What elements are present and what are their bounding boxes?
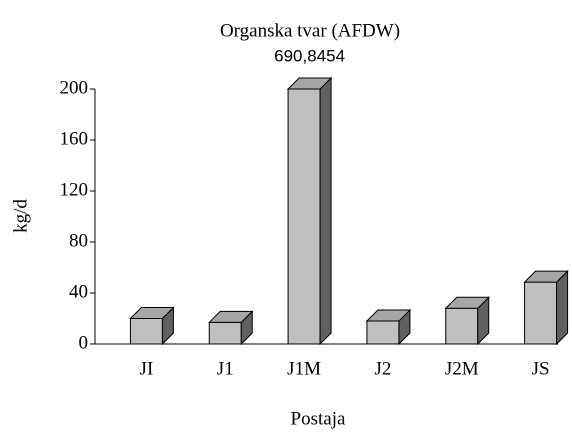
y-tick-label: 160 — [60, 128, 89, 149]
bar — [523, 269, 569, 346]
bar-top — [286, 77, 333, 90]
bar-front — [208, 321, 242, 345]
x-tick-label: JS — [532, 358, 550, 379]
y-tick-label: 120 — [60, 179, 89, 200]
bar — [208, 310, 254, 346]
bar-front — [445, 307, 479, 345]
bar-top — [365, 309, 412, 322]
x-tick-label: J2M — [445, 358, 479, 379]
bar — [365, 308, 412, 346]
bar-side — [556, 269, 569, 346]
bar-front — [524, 281, 558, 345]
bar — [286, 76, 333, 346]
y-tick-label: 0 — [79, 332, 89, 353]
x-axis-label: Postaja — [291, 408, 346, 429]
x-tick-label: JI — [140, 358, 154, 379]
bar-top — [129, 307, 175, 319]
y-tick-label: 40 — [69, 281, 88, 302]
bar-top — [523, 270, 569, 283]
y-axis-label: kg/d — [10, 199, 31, 233]
data-label: 690,8454 — [274, 46, 345, 65]
bar — [444, 296, 490, 346]
bar-top — [444, 296, 490, 309]
bar-front — [366, 320, 400, 345]
x-tick-label: J1M — [287, 358, 321, 379]
bar-front — [129, 318, 163, 345]
bar-top — [208, 310, 254, 323]
y-tick-label: 80 — [69, 230, 88, 251]
chart-title: Organska tvar (AFDW) — [220, 20, 400, 41]
bar — [129, 306, 175, 346]
x-tick-label: J2 — [374, 358, 391, 379]
bar-front — [287, 88, 321, 345]
y-tick-label: 200 — [60, 77, 89, 98]
x-tick-label: J1 — [217, 358, 234, 379]
bar-side — [319, 76, 332, 346]
